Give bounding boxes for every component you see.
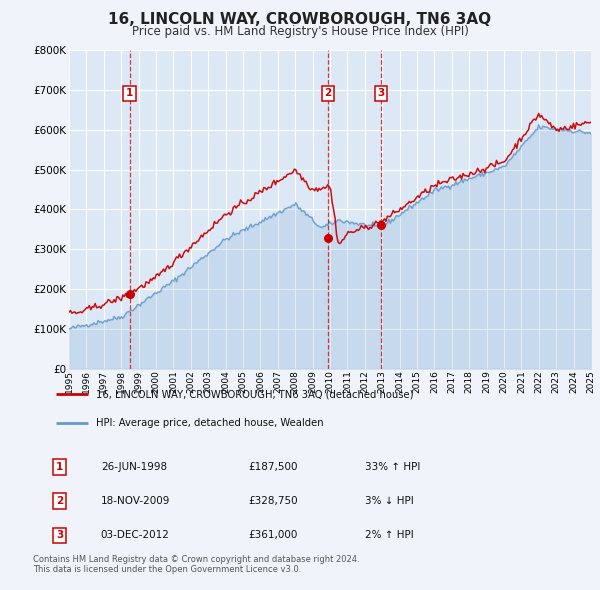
- Text: £328,750: £328,750: [248, 496, 298, 506]
- Text: £361,000: £361,000: [248, 530, 298, 540]
- Text: £187,500: £187,500: [248, 462, 298, 472]
- Text: 3: 3: [377, 88, 385, 98]
- Text: 2: 2: [324, 88, 332, 98]
- Text: 3% ↓ HPI: 3% ↓ HPI: [365, 496, 413, 506]
- Text: 03-DEC-2012: 03-DEC-2012: [101, 530, 170, 540]
- Text: HPI: Average price, detached house, Wealden: HPI: Average price, detached house, Weal…: [95, 418, 323, 428]
- Text: 26-JUN-1998: 26-JUN-1998: [101, 462, 167, 472]
- Text: 1: 1: [56, 462, 63, 472]
- Text: 1: 1: [126, 88, 133, 98]
- Text: 16, LINCOLN WAY, CROWBOROUGH, TN6 3AQ: 16, LINCOLN WAY, CROWBOROUGH, TN6 3AQ: [109, 12, 491, 27]
- Text: Price paid vs. HM Land Registry's House Price Index (HPI): Price paid vs. HM Land Registry's House …: [131, 25, 469, 38]
- Text: Contains HM Land Registry data © Crown copyright and database right 2024.
This d: Contains HM Land Registry data © Crown c…: [33, 555, 359, 574]
- Text: 3: 3: [56, 530, 63, 540]
- Text: 33% ↑ HPI: 33% ↑ HPI: [365, 462, 420, 472]
- Text: 2% ↑ HPI: 2% ↑ HPI: [365, 530, 413, 540]
- Text: 18-NOV-2009: 18-NOV-2009: [101, 496, 170, 506]
- Text: 2: 2: [56, 496, 63, 506]
- Text: 16, LINCOLN WAY, CROWBOROUGH, TN6 3AQ (detached house): 16, LINCOLN WAY, CROWBOROUGH, TN6 3AQ (d…: [95, 389, 413, 399]
